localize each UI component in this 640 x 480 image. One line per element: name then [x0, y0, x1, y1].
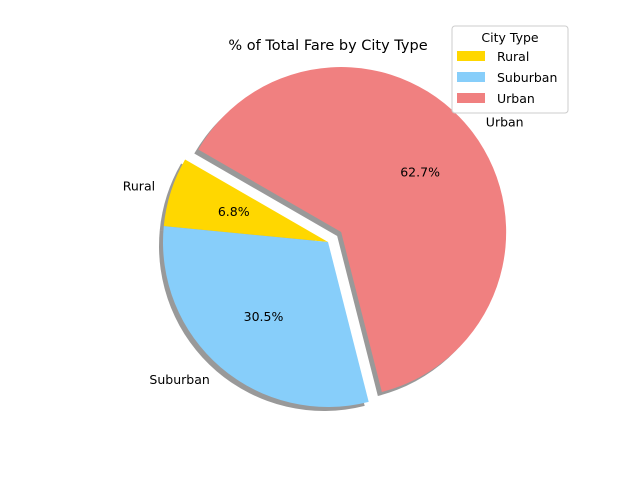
slice-percent-rural: 6.8%: [218, 204, 250, 219]
legend-label-rural: Rural: [497, 49, 529, 64]
slice-label-suburban: Suburban: [149, 372, 209, 387]
slice-layer: [163, 67, 507, 407]
legend-frame: [451, 25, 569, 114]
slice-label-urban: Urban: [486, 115, 524, 130]
slice-percent-suburban: 30.5%: [244, 309, 284, 324]
legend-label-suburban: Suburban: [497, 70, 557, 85]
legend-swatch-suburban: [457, 72, 485, 82]
legend-swatch-rural: [457, 51, 485, 61]
legend: City Type Rural Suburban Urban: [451, 25, 569, 114]
legend-swatch-urban: [457, 93, 485, 103]
legend-title: City Type: [481, 30, 538, 45]
legend-entries: Rural Suburban Urban: [457, 49, 557, 106]
pie-slice-rural: [163, 159, 328, 242]
pie-slice-urban: [198, 67, 507, 392]
slice-label-rural: Rural: [123, 179, 155, 194]
slice-percent-urban: 62.7%: [400, 164, 440, 179]
pie-slice-suburban: [163, 226, 369, 407]
legend-label-urban: Urban: [497, 91, 535, 106]
chart-title: % of Total Fare by City Type: [228, 38, 427, 54]
label-layer: Rural 6.8% Suburban 30.5% Urban 62.7%: [123, 115, 524, 387]
